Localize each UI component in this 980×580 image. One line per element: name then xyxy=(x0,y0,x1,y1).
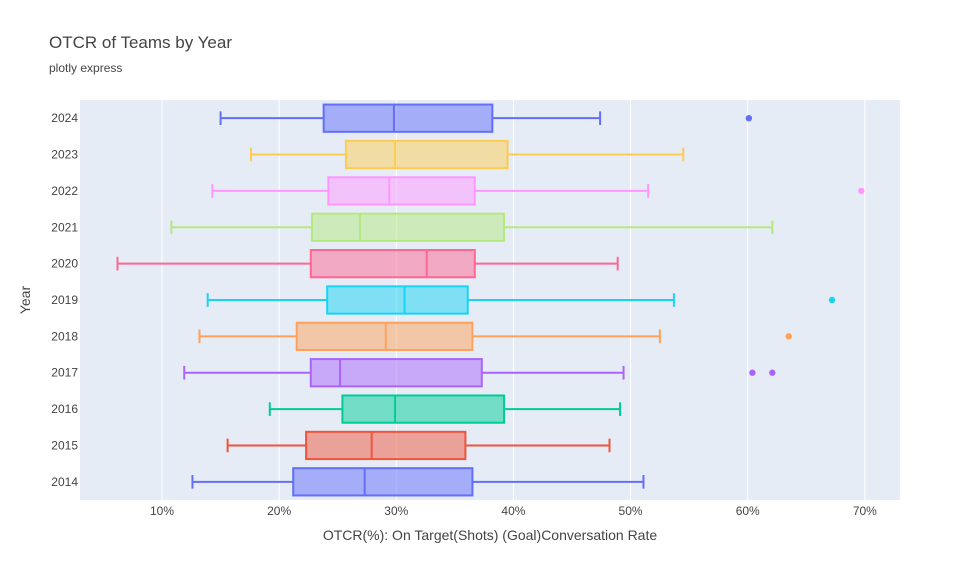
chart-subtitle: plotly express xyxy=(49,61,123,75)
x-tick-label: 40% xyxy=(501,504,525,518)
iqr-box xyxy=(341,394,506,424)
x-tick-label: 60% xyxy=(736,504,760,518)
x-tick-label: 70% xyxy=(853,504,877,518)
box-2017 xyxy=(183,358,776,388)
y-tick-label: 2019 xyxy=(51,293,78,307)
box-2018 xyxy=(198,321,792,351)
box-2022 xyxy=(211,176,865,206)
iqr-box xyxy=(344,139,509,170)
outlier-point xyxy=(745,114,753,122)
x-tick-label: 10% xyxy=(150,504,174,518)
y-tick-label: 2017 xyxy=(51,366,78,380)
iqr-box xyxy=(295,321,474,351)
box-2024 xyxy=(219,103,753,133)
iqr-box xyxy=(305,430,467,461)
y-tick-label: 2014 xyxy=(51,475,78,489)
y-tick-label: 2022 xyxy=(51,184,78,198)
x-tick-labels: 10% 20% 30% 40% 50% 60% 70% xyxy=(150,504,877,518)
iqr-box xyxy=(310,212,506,242)
iqr-box xyxy=(292,467,474,497)
iqr-box xyxy=(327,176,476,206)
iqr-box xyxy=(309,249,476,279)
box-2015 xyxy=(226,430,611,461)
outlier-point xyxy=(785,333,792,340)
y-tick-labels: 2014 2015 2016 2017 2018 2019 2020 2021 2022 2023… xyxy=(51,111,78,489)
boxes xyxy=(116,103,865,497)
x-tick-label: 30% xyxy=(384,504,408,518)
iqr-box xyxy=(322,103,494,133)
y-tick-label: 2021 xyxy=(51,220,78,234)
outlier-point xyxy=(749,369,756,376)
box-2021 xyxy=(170,212,774,242)
y-tick-label: 2015 xyxy=(51,438,78,452)
box-2019 xyxy=(206,285,836,315)
x-tick-label: 50% xyxy=(619,504,643,518)
outlier-point xyxy=(769,369,776,376)
iqr-box xyxy=(309,358,483,388)
chart-title: OTCR of Teams by Year xyxy=(49,33,232,52)
y-tick-label: 2024 xyxy=(51,111,78,125)
y-axis-title: Year xyxy=(17,286,33,315)
box-2016 xyxy=(268,394,622,424)
x-tick-label: 20% xyxy=(267,504,291,518)
y-tick-label: 2023 xyxy=(51,148,78,162)
x-axis-title: OTCR(%): On Target(Shots) (Goal)Conversa… xyxy=(323,527,658,543)
iqr-box xyxy=(326,285,469,315)
box-2023 xyxy=(250,139,685,170)
box-2014 xyxy=(191,467,645,497)
outlier-point xyxy=(858,187,865,195)
box-2020 xyxy=(116,249,619,279)
y-tick-label: 2018 xyxy=(51,329,78,343)
outlier-point xyxy=(828,296,836,304)
y-tick-label: 2020 xyxy=(51,257,78,271)
y-tick-label: 2016 xyxy=(51,402,78,416)
